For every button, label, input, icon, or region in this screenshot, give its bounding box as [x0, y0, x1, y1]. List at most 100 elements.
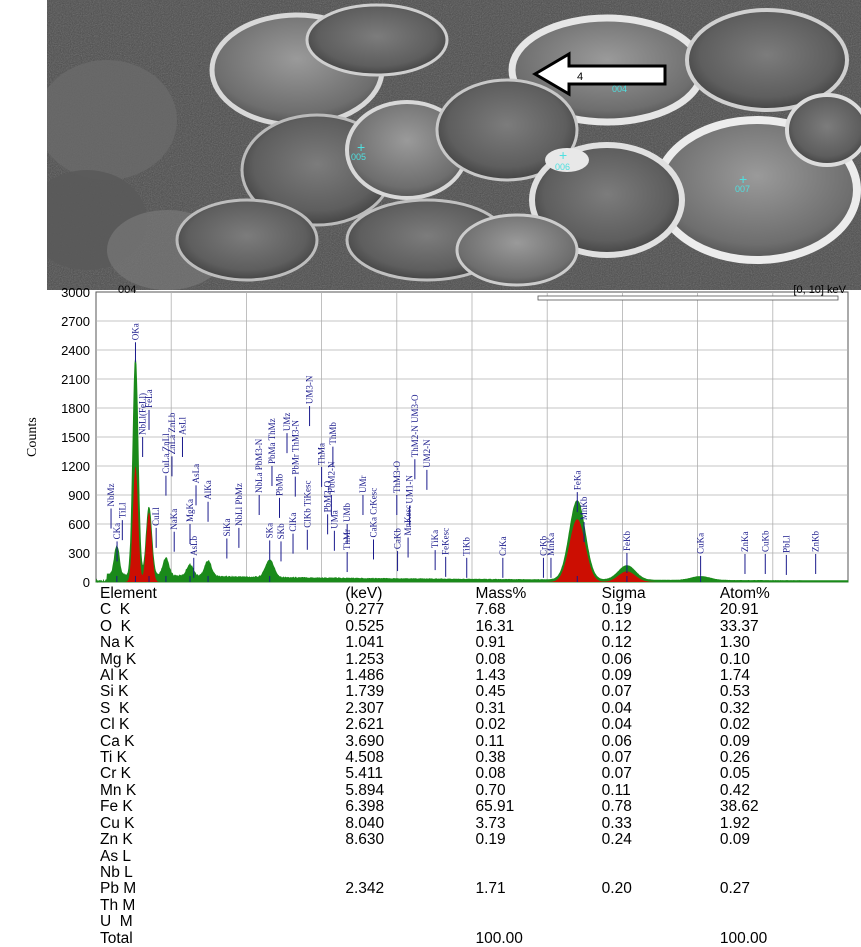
table-cell: 1.486	[345, 667, 385, 685]
line-label: PbM2-O	[323, 480, 333, 512]
line-label: CuKa	[696, 533, 706, 554]
table-row: Na K 1.041 0.91 0.12 1.30	[100, 634, 820, 652]
table-cell: 100.00	[719, 929, 768, 947]
y-tick-label: 2700	[61, 314, 90, 329]
table-cell	[345, 914, 475, 930]
table-cell: 0.02	[719, 716, 750, 734]
table-cell: 2.342	[345, 880, 385, 898]
table-cell: 20.91	[719, 601, 759, 619]
table-header-row: Element (keV) Mass% Sigma Atom%	[100, 585, 820, 602]
line-label: TiKb	[462, 537, 472, 556]
table-cell: 100.00	[475, 929, 523, 947]
table-cell: 3.690	[345, 732, 385, 750]
line-label: TiKa	[430, 530, 440, 548]
table-row: Th M	[100, 897, 820, 914]
table-row: O K 0.525 16.31 0.12 33.37	[100, 617, 820, 635]
table-cell	[720, 914, 820, 930]
line-label: ClKb TiKesc	[302, 481, 312, 528]
table-cell: 33.37	[719, 617, 759, 635]
table-cell: 0.12	[601, 617, 632, 635]
line-label: PbMr ThM3-N	[290, 420, 300, 475]
table-cell: 3.73	[475, 814, 506, 832]
table-row: Fe K 6.398 65.91 0.78 38.62	[100, 798, 820, 816]
table-cell: Nb L	[100, 863, 133, 881]
line-label: CuKb	[760, 530, 770, 552]
line-label: ThMr	[342, 529, 352, 550]
line-label: TiLl	[117, 502, 127, 518]
table-header-cell: Mass%	[475, 585, 527, 602]
table-cell: 1.71	[475, 880, 506, 898]
table-header-cell: Atom%	[719, 585, 770, 602]
table-cell: 2.621	[345, 716, 385, 734]
table-cell	[602, 898, 720, 914]
table-cell: 0.91	[475, 634, 506, 652]
table-cell: 0.06	[601, 650, 632, 668]
y-axis-label: Counts	[25, 417, 40, 457]
table-cell: 0.38	[475, 749, 506, 767]
table-cell: Mn K	[100, 781, 137, 799]
line-label: NbLa PbM3-N	[254, 438, 264, 493]
spectrum-series	[95, 358, 849, 583]
range-label: [0, 10] keV	[793, 284, 846, 296]
line-label: UM2-N	[422, 439, 432, 468]
table-cell: 0.78	[601, 798, 632, 816]
table-cell: Na K	[100, 634, 135, 652]
quantification-table: Element (keV) Mass% Sigma Atom% C K 0.277 7.68 0…	[100, 585, 820, 947]
table-cell: 0.24	[601, 831, 632, 849]
table-row: U M	[100, 913, 820, 931]
line-label: CKa	[112, 523, 122, 540]
table-cell	[602, 931, 720, 947]
line-label: OKa	[130, 323, 140, 340]
table-cell: 0.10	[719, 650, 750, 668]
table-cell: Fe K	[100, 798, 133, 816]
sem-marker-007: + 007	[735, 171, 750, 194]
table-cell: Ca K	[100, 732, 135, 750]
table-cell	[602, 865, 720, 881]
table-cell: 0.31	[475, 699, 506, 717]
line-label: ThM2-N UM3-O	[410, 394, 420, 457]
table-cell: 1.74	[719, 667, 750, 685]
table-header-cell: Element	[100, 585, 157, 602]
table-cell: U M	[100, 913, 133, 931]
line-label: SKa	[265, 523, 275, 539]
table-cell: Si K	[100, 683, 129, 701]
line-label: FeKesc	[441, 528, 451, 555]
line-label: UMb	[342, 502, 352, 522]
table-cell: 16.31	[475, 617, 515, 635]
line-label: ClKa	[288, 513, 298, 532]
table-cell: 5.894	[345, 781, 385, 799]
table-row: Cu K 8.040 3.73 0.33 1.92	[100, 814, 820, 832]
table-cell	[602, 914, 720, 930]
table-cell: 0.70	[475, 781, 506, 799]
line-label: PbM2-N	[326, 461, 336, 493]
arrow-annotation: 4	[532, 51, 667, 97]
line-label: MnKesc	[403, 505, 413, 536]
table-cell: 0.11	[601, 781, 631, 799]
svg-text:+: +	[357, 139, 365, 155]
svg-text:005: 005	[351, 152, 366, 162]
eds-spectrum-chart: 0 300 600 900 1200 1500 1800 2100 2400 2700 3000 Co…	[25, 284, 849, 590]
line-label: AsLb	[189, 535, 199, 555]
sem-marker-005: + 005	[351, 139, 366, 162]
table-header-cell: Sigma	[601, 585, 646, 602]
table-row: Nb L	[100, 863, 820, 881]
table-cell: 0.525	[345, 617, 385, 635]
table-cell: 0.26	[719, 749, 750, 767]
table-cell: 1.30	[719, 634, 750, 652]
y-tick-label: 3000	[61, 285, 90, 300]
table-row: As L	[100, 848, 820, 865]
line-label: MnKa	[546, 533, 556, 556]
sem-marker-006: + 006	[555, 147, 570, 172]
table-cell: 0.02	[475, 716, 506, 734]
table-cell: 0.08	[475, 650, 506, 668]
y-tick-label: 300	[68, 546, 90, 561]
table-cell: 0.06	[601, 732, 632, 750]
table-header-cell: (keV)	[345, 585, 383, 602]
line-label: ThMa	[317, 443, 327, 465]
line-label: MgKa	[185, 499, 195, 522]
line-label: PbMb	[274, 473, 284, 496]
line-label: SKb	[276, 523, 286, 540]
table-cell: 5.411	[345, 765, 383, 783]
table-cell: Cu K	[100, 814, 135, 832]
line-label: UMr	[358, 475, 368, 493]
